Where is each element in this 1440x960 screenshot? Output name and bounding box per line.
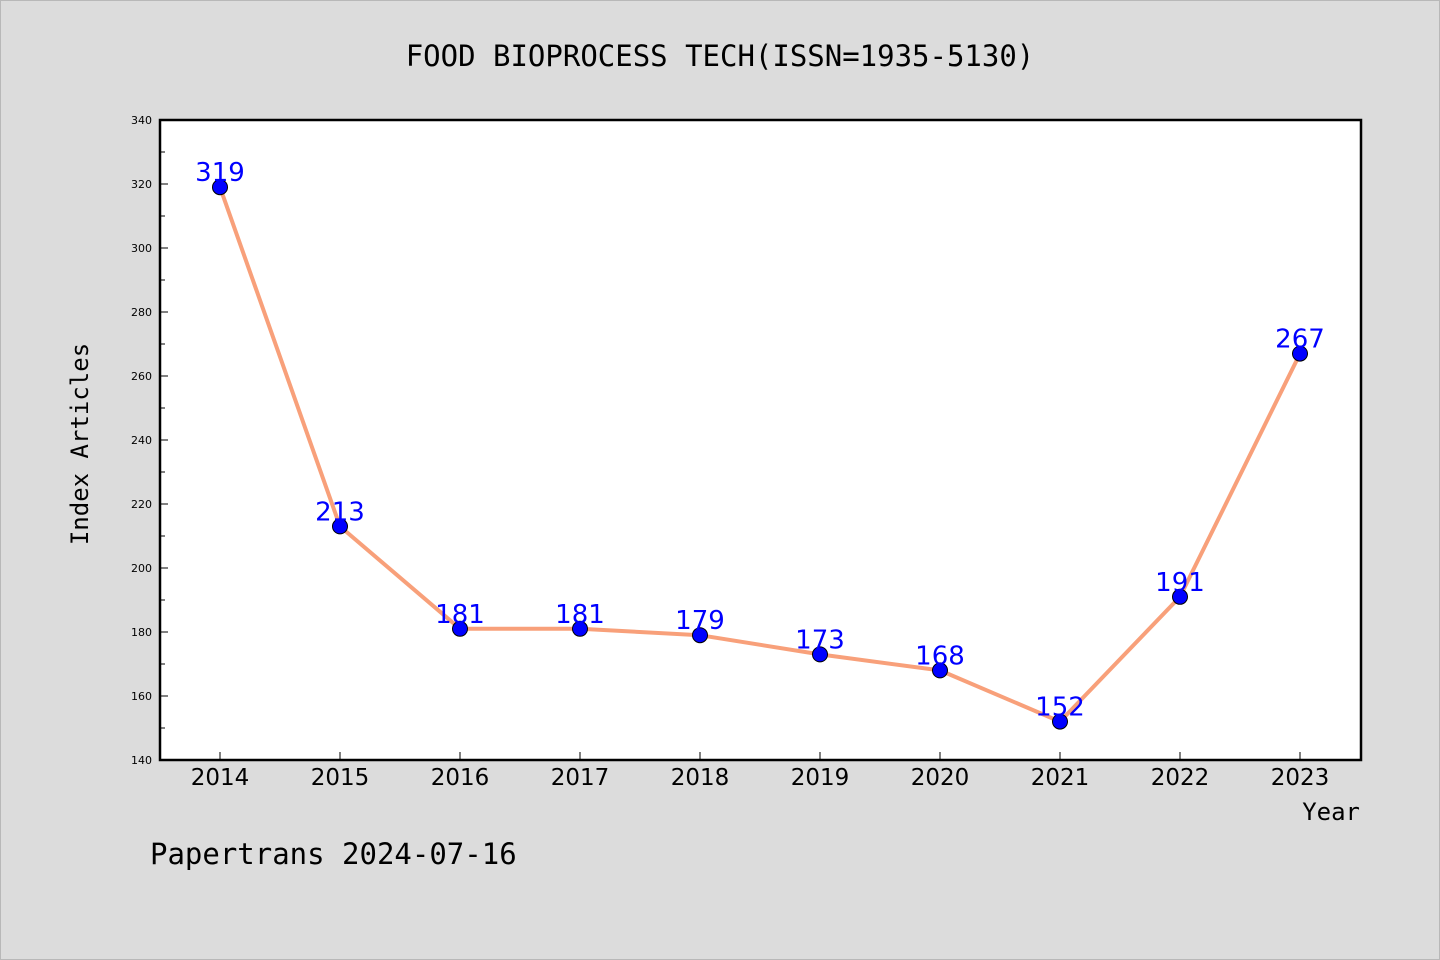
series-line <box>218 186 1302 724</box>
series-markers <box>212 179 1308 730</box>
data-label: 181 <box>435 600 485 630</box>
data-label: 213 <box>315 497 365 527</box>
x-tick-label: 2018 <box>671 765 730 791</box>
data-label: 319 <box>195 158 245 188</box>
data-point <box>1172 588 1188 605</box>
footer-text: Papertrans 2024-07-16 <box>150 837 517 871</box>
data-label: 191 <box>1155 568 1205 598</box>
x-tick-label: 2016 <box>431 765 490 791</box>
x-tick-label: 2023 <box>1271 765 1330 791</box>
data-label: 173 <box>795 625 845 655</box>
x-tick-label: 2021 <box>1031 765 1090 791</box>
x-tick-label: 2020 <box>911 765 970 791</box>
y-tick-label: 200 <box>131 562 152 575</box>
data-point <box>572 620 588 637</box>
x-tick-label: 2022 <box>1151 765 1210 791</box>
y-tick-label: 280 <box>131 306 152 319</box>
y-tick-label: 220 <box>131 498 152 511</box>
y-tick-label: 140 <box>131 754 152 767</box>
data-point <box>452 620 468 637</box>
data-label: 179 <box>675 606 725 636</box>
data-point <box>812 646 828 663</box>
data-labels: 319 213 181 181 179 173 168 152 191 267 <box>195 158 1325 722</box>
data-point <box>1052 713 1068 730</box>
data-point <box>932 662 948 679</box>
y-tick-label: 300 <box>131 242 152 255</box>
y-tick-label: 240 <box>131 434 152 447</box>
data-point <box>332 518 348 535</box>
data-label: 267 <box>1275 325 1325 355</box>
x-tick-label: 2015 <box>311 765 370 791</box>
data-point <box>692 627 708 644</box>
x-tick-label: 2017 <box>551 765 610 791</box>
data-label: 152 <box>1035 693 1085 723</box>
x-tick-label: 2014 <box>191 765 250 791</box>
x-axis: 2014 2015 2016 2017 2018 2019 2020 2021 2022 2023 <box>191 752 1330 791</box>
y-tick-label: 340 <box>131 114 152 127</box>
y-tick-label: 160 <box>131 690 152 703</box>
y-axis: 140 160 180 200 220 240 260 280 300 320 340 <box>131 114 168 767</box>
plot-area <box>158 118 1363 762</box>
chart-title: FOOD BIOPROCESS TECH(ISSN=1935-5130) <box>406 39 1035 73</box>
data-label: 181 <box>555 600 605 630</box>
data-point <box>212 179 228 196</box>
y-axis-label: Index Articles <box>66 343 94 545</box>
data-point <box>1292 345 1308 362</box>
data-label: 168 <box>915 641 965 671</box>
x-tick-label: 2019 <box>791 765 850 791</box>
y-tick-label: 180 <box>131 626 152 639</box>
x-axis-label: Year <box>1302 798 1360 826</box>
y-tick-label: 320 <box>131 178 152 191</box>
y-tick-label: 260 <box>131 370 152 383</box>
